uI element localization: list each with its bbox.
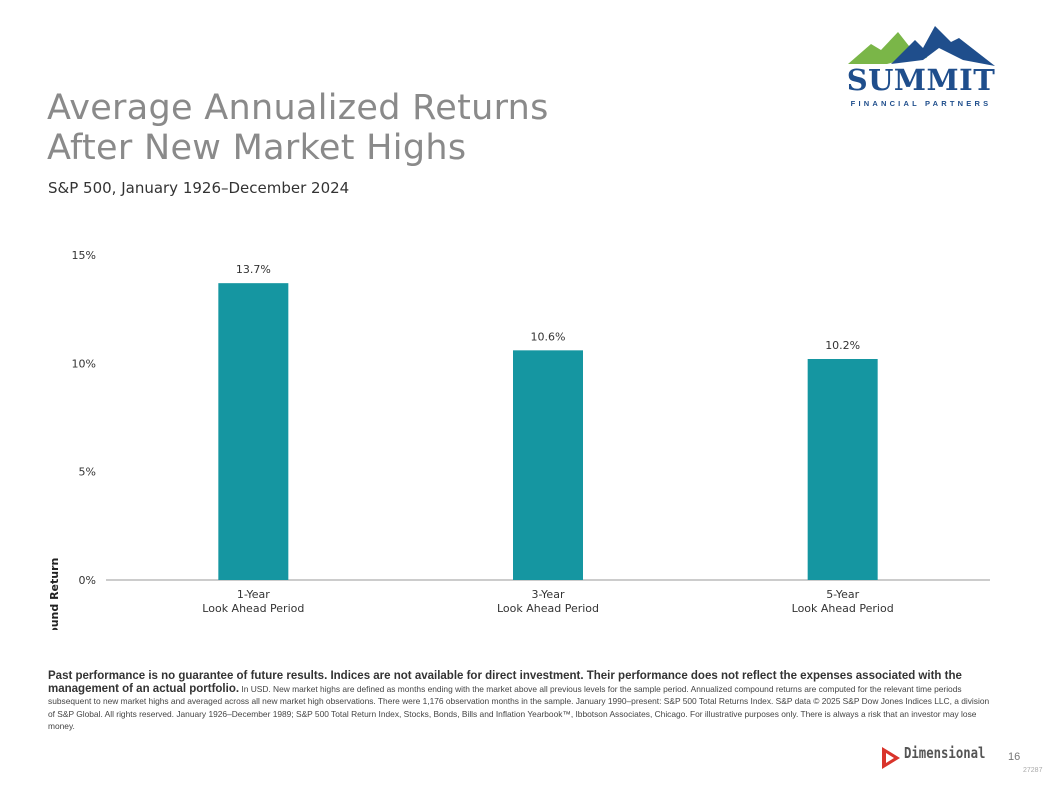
- x-tick-label: 1-Year: [237, 588, 270, 601]
- bar: [218, 283, 289, 580]
- summit-mountain-logo: [848, 26, 995, 66]
- page-title: Average Annualized Returns After New Mar…: [47, 88, 549, 168]
- dimensional-brand: Dimensional: [904, 744, 986, 762]
- chart-subtitle: S&P 500, January 1926–December 2024: [48, 179, 350, 197]
- title-line-1: Average Annualized Returns: [47, 88, 549, 128]
- y-tick-label: 0%: [79, 574, 96, 587]
- bar-chart: Annualized Compound Return 0% 5% 10% 15% 13…: [48, 249, 990, 630]
- page-number: 16: [1008, 751, 1021, 763]
- logo-wordmark: SUMMIT: [846, 63, 996, 97]
- x-tick-label: Look Ahead Period: [202, 602, 304, 615]
- bar: [513, 350, 583, 580]
- disclaimer-lead: Past performance is no guarantee of futu…: [48, 670, 962, 695]
- y-tick-label: 5%: [79, 466, 96, 479]
- bar: [807, 359, 878, 580]
- y-tick-label: 10%: [72, 357, 96, 370]
- title-line-2: After New Market Highs: [47, 128, 467, 168]
- bar-value-label: 10.2%: [825, 339, 860, 352]
- bar-value-label: 13.7%: [236, 263, 271, 276]
- x-tick-label: 5-Year: [826, 588, 859, 601]
- disclaimer-body: In USD. New market highs are defined as …: [48, 683, 990, 732]
- disclaimer-footnote: Past performance is no guarantee of futu…: [48, 670, 993, 733]
- x-tick-label: 3-Year: [532, 588, 565, 601]
- y-tick-label: 15%: [72, 249, 96, 262]
- x-tick-label: Look Ahead Period: [497, 602, 599, 615]
- document-code: 27287: [1023, 767, 1043, 774]
- x-tick-label: Look Ahead Period: [792, 602, 894, 615]
- dimensional-logo-icon: [882, 747, 900, 769]
- bar-value-label: 10.6%: [531, 330, 566, 343]
- logo-tagline: FINANCIAL PARTNERS: [850, 99, 992, 108]
- mountain-blue-icon: [891, 26, 995, 66]
- y-axis-label: Annualized Compound Return: [48, 558, 61, 630]
